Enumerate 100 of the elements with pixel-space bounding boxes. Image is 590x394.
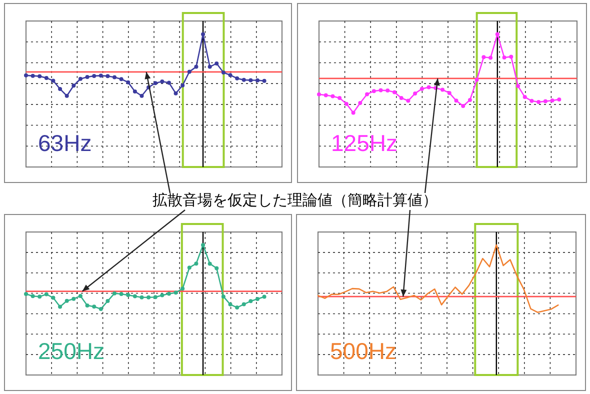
- point: [30, 74, 35, 78]
- point: [468, 98, 472, 102]
- point: [447, 90, 452, 95]
- point: [509, 54, 514, 59]
- point: [235, 306, 240, 310]
- point: [30, 294, 35, 298]
- point: [51, 296, 56, 300]
- text: 拡散音場を仮定した理論値（簡略計算値）: [152, 191, 438, 209]
- point: [262, 78, 266, 83]
- point: [406, 98, 410, 103]
- point: [365, 92, 370, 96]
- point: [187, 266, 192, 270]
- point: [386, 88, 390, 93]
- point: [358, 101, 362, 106]
- point: [214, 266, 219, 270]
- point: [166, 292, 171, 296]
- point: [324, 93, 328, 98]
- point: [72, 296, 76, 301]
- point: [180, 286, 185, 291]
- point: [255, 296, 260, 301]
- point: [221, 294, 226, 299]
- point: [38, 294, 42, 299]
- point: [106, 299, 110, 304]
- point: [78, 294, 82, 298]
- point: [372, 89, 376, 94]
- point: [413, 91, 418, 96]
- point: [317, 92, 321, 96]
- point: [242, 302, 246, 306]
- point: [174, 290, 178, 295]
- point: [58, 304, 62, 309]
- point: [255, 78, 260, 82]
- point: [132, 89, 137, 94]
- point: [214, 61, 219, 66]
- point: [194, 262, 198, 266]
- point: [248, 78, 253, 82]
- point: [180, 83, 185, 88]
- point: [58, 86, 62, 91]
- point: [119, 292, 124, 296]
- point: [488, 56, 493, 60]
- point: [38, 74, 42, 78]
- point: [106, 74, 110, 78]
- point: [208, 64, 212, 69]
- point: [482, 55, 486, 60]
- point: [132, 294, 137, 298]
- point: [330, 94, 335, 98]
- point: [201, 32, 206, 36]
- annotation: 500Hz: [330, 338, 396, 364]
- point: [201, 243, 206, 247]
- point: [392, 90, 396, 94]
- point: [454, 98, 458, 103]
- point: [78, 76, 82, 81]
- point: [557, 97, 562, 102]
- point: [98, 306, 103, 311]
- point: [426, 85, 431, 90]
- point: [64, 94, 69, 98]
- point: [248, 299, 253, 304]
- point: [221, 70, 226, 74]
- point: [228, 302, 232, 306]
- point: [378, 88, 383, 92]
- point: [351, 110, 356, 115]
- point: [242, 78, 246, 82]
- point: [140, 94, 144, 98]
- point: [44, 292, 48, 296]
- point: [98, 74, 103, 78]
- point: [126, 293, 130, 298]
- point: [344, 102, 348, 106]
- point: [474, 78, 479, 82]
- point: [85, 303, 90, 308]
- point: [72, 84, 76, 88]
- point: [160, 293, 164, 298]
- point: [112, 75, 117, 80]
- point: [461, 104, 466, 108]
- point: [112, 291, 117, 296]
- point: [24, 73, 28, 78]
- point: [208, 262, 212, 266]
- point: [530, 98, 534, 103]
- point: [194, 64, 198, 69]
- point: [399, 96, 404, 100]
- point: [550, 98, 554, 103]
- annotation: 250Hz: [38, 338, 104, 364]
- point: [522, 95, 527, 100]
- point: [140, 295, 144, 300]
- point: [235, 76, 240, 80]
- point: [126, 80, 130, 84]
- point: [119, 77, 124, 82]
- point: [85, 75, 90, 80]
- point: [420, 86, 424, 91]
- point: [92, 74, 96, 78]
- point: [153, 81, 158, 86]
- point: [146, 295, 151, 300]
- annotation: 125Hz: [331, 130, 398, 156]
- point: [24, 292, 28, 296]
- point: [92, 304, 96, 309]
- point: [187, 70, 192, 74]
- point: [502, 56, 506, 60]
- point: [543, 99, 548, 104]
- point: [262, 294, 266, 299]
- point: [160, 80, 164, 84]
- point: [228, 73, 232, 78]
- point: [495, 32, 500, 36]
